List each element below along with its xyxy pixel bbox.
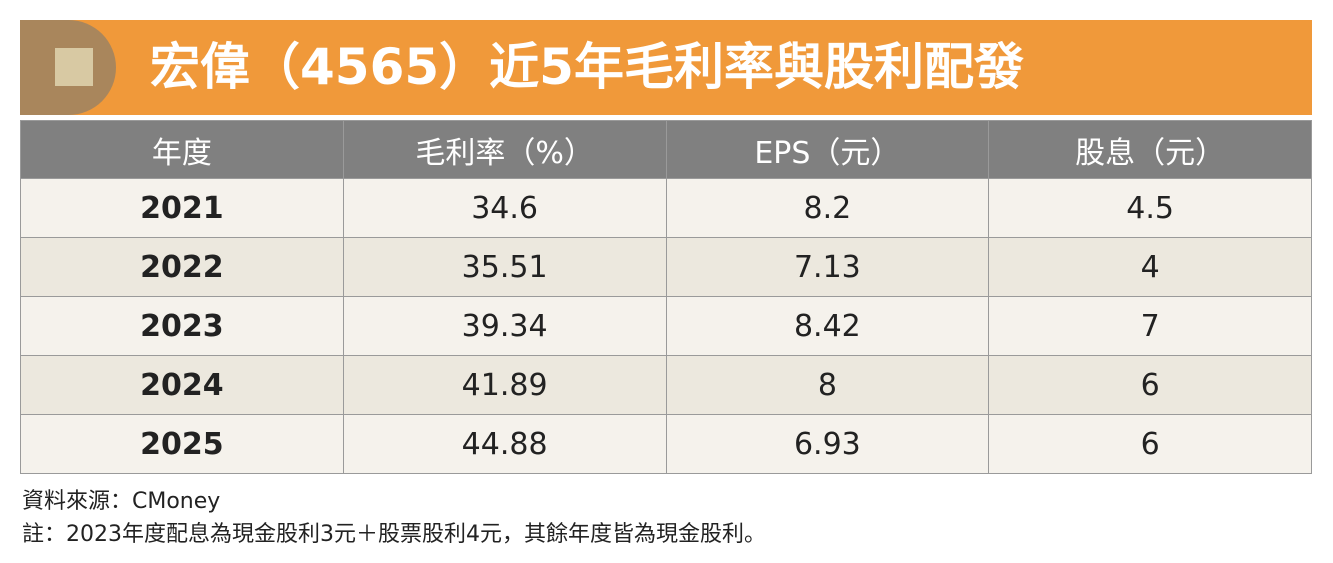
- value-cell: 8.2: [665, 178, 990, 238]
- year-cell: 2022: [20, 237, 344, 297]
- column-header: 年度: [20, 120, 344, 179]
- source: 資料來源：CMoney: [22, 489, 221, 514]
- table-row: 2021 34.6 8.2 4.5: [20, 178, 1312, 238]
- table-row: 2024 41.89 8 6: [20, 355, 1312, 415]
- year-cell: 2024: [20, 355, 344, 415]
- table-row: 2022 35.51 7.13 4: [20, 237, 1312, 297]
- value-cell: 4.5: [988, 178, 1312, 238]
- year-cell: 2025: [20, 414, 344, 474]
- badge-square: [55, 48, 93, 86]
- badge: [20, 20, 116, 115]
- data-table: 年度 毛利率（%） EPS（元） 股息（元） 2021 34.6 8.2 4.5 2022 35…: [20, 120, 1312, 474]
- value-cell: 39.34: [342, 296, 667, 356]
- value-cell: 8.42: [665, 296, 990, 356]
- title-banner: 宏偉（4565）近5年毛利率與股利配發: [20, 20, 1312, 115]
- value-cell: 41.89: [342, 355, 667, 415]
- table-row: 2025 44.88 6.93 6: [20, 414, 1312, 474]
- value-cell: 4: [988, 237, 1312, 297]
- note: 註：2023年度配息為現金股利3元＋股票股利4元，其餘年度皆為現金股利。: [22, 522, 766, 547]
- value-cell: 7.13: [665, 237, 990, 297]
- table-row: 2023 39.34 8.42 7: [20, 296, 1312, 356]
- header-row: 年度 毛利率（%） EPS（元） 股息（元）: [20, 120, 1312, 179]
- column-header: EPS（元）: [665, 120, 990, 179]
- value-cell: 8: [665, 355, 990, 415]
- year-cell: 2021: [20, 178, 344, 238]
- title: 宏偉（4565）近5年毛利率與股利配發: [150, 38, 1024, 96]
- value-cell: 6.93: [665, 414, 990, 474]
- value-cell: 44.88: [342, 414, 667, 474]
- value-cell: 34.6: [342, 178, 667, 238]
- value-cell: 7: [988, 296, 1312, 356]
- column-header: 毛利率（%）: [342, 120, 667, 179]
- value-cell: 35.51: [342, 237, 667, 297]
- value-cell: 6: [988, 355, 1312, 415]
- year-cell: 2023: [20, 296, 344, 356]
- column-header: 股息（元）: [988, 120, 1312, 179]
- value-cell: 6: [988, 414, 1312, 474]
